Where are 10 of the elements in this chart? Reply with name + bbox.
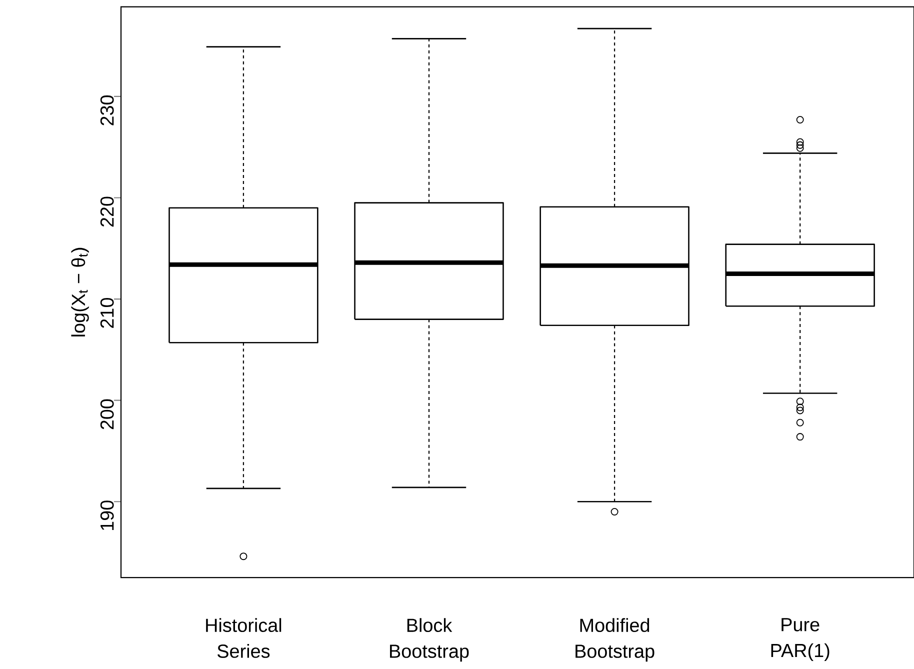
y-axis-title: log(X$_{t}$ − θ$_{t}$) — [71, 248, 89, 336]
x-tick-label: Block Bootstrap — [390, 618, 469, 662]
y-tick-label: 190 — [100, 500, 114, 530]
y-tick-label: 210 — [100, 298, 114, 328]
x-tick-label: Pure PAR(1) — [771, 618, 830, 661]
y-tick-label: 200 — [100, 399, 114, 430]
x-tick-label: Modified Bootstrap — [576, 618, 654, 662]
x-tick-label: Historical Series — [206, 618, 282, 658]
y-tick-label: 230 — [100, 95, 114, 126]
y-tick-label: 220 — [100, 196, 114, 227]
